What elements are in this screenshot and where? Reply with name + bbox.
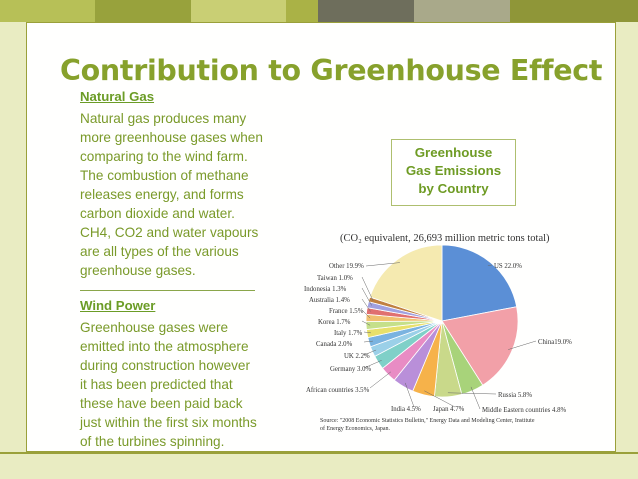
caption-line: Gas Emissions [405,163,502,178]
source-line: of Energy Economics, Japan. [320,425,391,432]
slice-label: Canada 2.0% [316,341,353,348]
paragraph-line: are all types of the various [80,244,239,259]
top-bar-segment [95,0,191,22]
leader-line [365,262,400,267]
section-divider [80,290,255,291]
leader-line [447,392,497,395]
bottom-rule [0,452,638,454]
paragraph-line: emitted into the atmosphere [80,339,249,354]
leader-line [361,298,371,312]
leader-line [369,371,392,389]
natural-gas-heading: Natural Gas [80,89,155,104]
top-bar-segment [510,0,638,22]
paragraph-line: more greenhouse gases when [80,130,263,145]
pie-labels: US 22.0% China19.0% Middle Eastern countri… [304,263,572,414]
leader-line [361,309,371,319]
wind-power-heading: Wind Power [80,298,156,313]
leader-line [363,360,382,369]
top-bar-segment [318,0,414,22]
leader-line [363,331,372,334]
chart-caption-box: Greenhouse Gas Emissions by Country [391,139,516,206]
paragraph-line: these have been paid back [80,396,243,411]
paragraph-line: CH4, CO2 and water vapours [80,225,259,240]
slice-label: US 22.0% [494,263,522,270]
leader-line [363,349,377,356]
paragraph-line: releases energy, and forms [80,187,244,202]
paragraph-line: of the turbines spinning. [80,434,225,449]
leader-line [404,382,415,408]
slice-label: Australia 1.4% [309,297,350,304]
slice-label: UK 2.2% [344,353,370,360]
paragraph-line: during construction however [80,358,251,373]
leader-line [361,276,374,301]
paragraph-line: comparing to the wind farm. [80,149,248,164]
slice-label: Germany 3.0% [330,366,371,373]
pie-slices [365,244,519,398]
leader-line [363,340,373,343]
pie-chart: (CO₂ equivalent, 26,693 million metric t… [304,233,572,432]
top-bar-segment [286,0,318,22]
pie-slice [369,244,443,322]
slide-content-frame [26,22,616,452]
slice-label: Indonesia 1.3% [304,286,347,293]
top-decorative-bar [0,0,638,22]
slice-label: Middle Eastern countries 4.8% [482,407,567,414]
paragraph-line: Natural gas produces many [80,111,247,126]
slice-label: Russia 5.8% [498,392,532,399]
pie-leader-lines [361,262,537,410]
slice-label: African countries 3.5% [306,387,370,394]
slice-label: India 4.5% [391,406,421,413]
paragraph-line: just within the first six months [80,415,257,430]
pie-slice [441,244,518,322]
top-bar-segment [414,0,510,22]
slide-title: Contribution to Greenhouse Effect [60,54,603,87]
source-line: Source: "2008 Economic Statistics Bullet… [320,418,535,424]
natural-gas-paragraph: Natural gas produces many more greenhous… [80,109,320,280]
leader-line [470,386,481,410]
pie-slice [441,306,519,386]
paragraph-line: greenhouse gases. [80,263,196,278]
wind-power-paragraph: Greenhouse gases were emitted into the a… [80,318,320,451]
slice-label: Italy 1.7% [334,330,363,337]
slice-label: France 1.5% [329,308,364,315]
paragraph-line: it has been predicted that [80,377,233,392]
paragraph-line: The combustion of methane [80,168,249,183]
top-bar-segment [191,0,286,22]
slice-label: Korea 1.7% [318,319,351,326]
slice-label: Taiwan 1.0% [317,275,353,282]
leader-line [361,287,372,306]
leader-line [424,390,456,408]
slice-label: Japan 4.7% [433,406,465,413]
slice-label: Other 19.9% [329,263,364,270]
leader-line [508,340,537,350]
emissions-figure: (CO₂ equivalent, 26,693 million metric t… [296,220,626,450]
caption-line: by Country [418,181,489,196]
paragraph-line: Greenhouse gases were [80,320,229,335]
paragraph-line: carbon dioxide and water. [80,206,235,221]
top-bar-segment [0,0,95,22]
leader-line [361,320,371,326]
slice-label: China19.0% [538,339,572,346]
caption-line: Greenhouse [414,145,493,160]
figure-header: (CO₂ equivalent, 26,693 million metric t… [340,233,550,244]
leader-line [487,264,493,266]
